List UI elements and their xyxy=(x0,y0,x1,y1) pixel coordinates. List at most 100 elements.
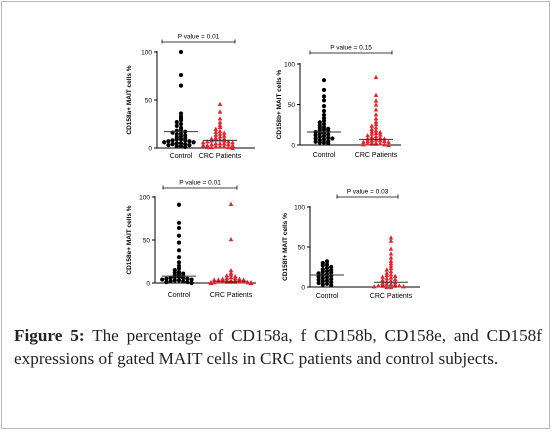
control-data-point xyxy=(176,266,182,271)
control-data-point xyxy=(178,83,184,88)
crc-data-point xyxy=(388,268,394,274)
crc-data-point xyxy=(226,144,231,150)
crc-data-point xyxy=(217,141,223,146)
crc-data-point xyxy=(232,275,238,280)
crc-data-point xyxy=(388,278,394,283)
crc-data-point xyxy=(377,132,383,137)
crc-data-point xyxy=(213,126,219,131)
crc-data-point xyxy=(226,142,231,147)
crc-data-point xyxy=(365,138,370,144)
control-data-point xyxy=(313,139,318,144)
control-data-point xyxy=(164,280,169,285)
control-data-point xyxy=(324,281,330,286)
caption-label: Figure 5: xyxy=(14,326,85,345)
crc-data-point xyxy=(380,274,385,279)
control-data-point xyxy=(321,137,327,142)
control-data-point xyxy=(313,133,318,138)
crc-data-point xyxy=(217,101,223,106)
control-data-point xyxy=(176,255,182,260)
control-data-point xyxy=(183,144,188,150)
control-data-point xyxy=(178,131,184,136)
control-data-point xyxy=(174,132,179,137)
crc-data-point xyxy=(377,129,383,135)
crc-data-point xyxy=(221,130,227,135)
y-axis-label: CD158f+ MAIT cells % xyxy=(282,213,289,281)
crc-data-point xyxy=(365,133,370,138)
control-data-point xyxy=(316,271,321,276)
control-data-point xyxy=(176,225,182,231)
control-data-point xyxy=(321,133,327,139)
control-data-point xyxy=(178,137,184,142)
crc-data-point xyxy=(384,281,390,286)
crc-data-point xyxy=(369,131,375,136)
control-data-point xyxy=(324,268,330,274)
crc-data-point xyxy=(224,273,230,278)
crc-data-point xyxy=(373,121,379,127)
x-category-label: CRC Patients xyxy=(370,293,413,300)
crc-data-point xyxy=(388,246,394,251)
crc-data-point xyxy=(213,132,219,137)
crc-data-point xyxy=(369,137,375,143)
crc-data-point xyxy=(200,140,206,145)
crc-data-point xyxy=(213,143,219,149)
crc-data-point xyxy=(388,272,394,277)
crc-data-point xyxy=(224,275,230,280)
crc-data-point xyxy=(361,142,366,147)
crc-data-point xyxy=(384,267,390,272)
control-data-point xyxy=(176,233,182,238)
crc-data-point xyxy=(388,258,394,263)
crc-data-point xyxy=(386,139,391,144)
control-data-point xyxy=(174,128,179,133)
crc-data-point xyxy=(208,280,214,286)
crc-data-point xyxy=(369,123,375,128)
crc-data-point xyxy=(221,143,227,149)
control-data-point xyxy=(329,283,334,288)
control-data-point xyxy=(320,279,325,284)
x-category-label: Control xyxy=(313,152,336,159)
control-data-point xyxy=(326,135,331,140)
y-tick-label: 50 xyxy=(145,98,153,105)
control-data-point xyxy=(320,263,325,268)
crc-data-point xyxy=(365,141,370,146)
control-data-point xyxy=(160,277,165,282)
crc-data-point xyxy=(384,270,390,275)
crc-data-point xyxy=(388,255,394,260)
crc-data-point xyxy=(230,142,235,148)
crc-data-point xyxy=(373,140,379,145)
crc-data-point xyxy=(373,102,379,107)
control-data-point xyxy=(176,248,182,253)
crc-data-point xyxy=(221,133,227,138)
control-data-point xyxy=(320,276,325,281)
control-data-point xyxy=(181,279,186,284)
control-data-point xyxy=(178,121,184,127)
control-data-point xyxy=(185,276,190,281)
control-data-point xyxy=(168,275,173,280)
crc-data-point xyxy=(388,251,394,256)
control-data-point xyxy=(185,280,190,285)
crc-data-point xyxy=(217,128,223,133)
control-data-point xyxy=(166,143,171,148)
control-data-point xyxy=(174,141,179,146)
crc-data-point xyxy=(388,265,394,270)
crc-data-point xyxy=(392,282,398,287)
crc-data-point xyxy=(209,144,214,150)
y-axis-label: CD158a+ MAIT cells % xyxy=(126,65,133,134)
control-data-point xyxy=(321,112,327,118)
crc-data-point xyxy=(373,116,379,121)
control-data-point xyxy=(172,278,177,283)
control-data-point xyxy=(317,120,322,125)
crc-data-point xyxy=(373,125,379,130)
x-category-label: Control xyxy=(168,292,191,299)
y-tick-label: 0 xyxy=(146,281,150,288)
control-data-point xyxy=(176,278,182,283)
crc-data-point xyxy=(382,138,387,144)
control-data-point xyxy=(178,49,184,55)
crc-data-point xyxy=(384,272,390,278)
crc-data-point xyxy=(205,144,210,150)
control-data-point xyxy=(181,275,186,280)
control-data-point xyxy=(170,138,175,143)
crc-data-point xyxy=(361,139,366,144)
crc-data-point xyxy=(377,135,383,140)
crc-data-point xyxy=(382,142,387,147)
